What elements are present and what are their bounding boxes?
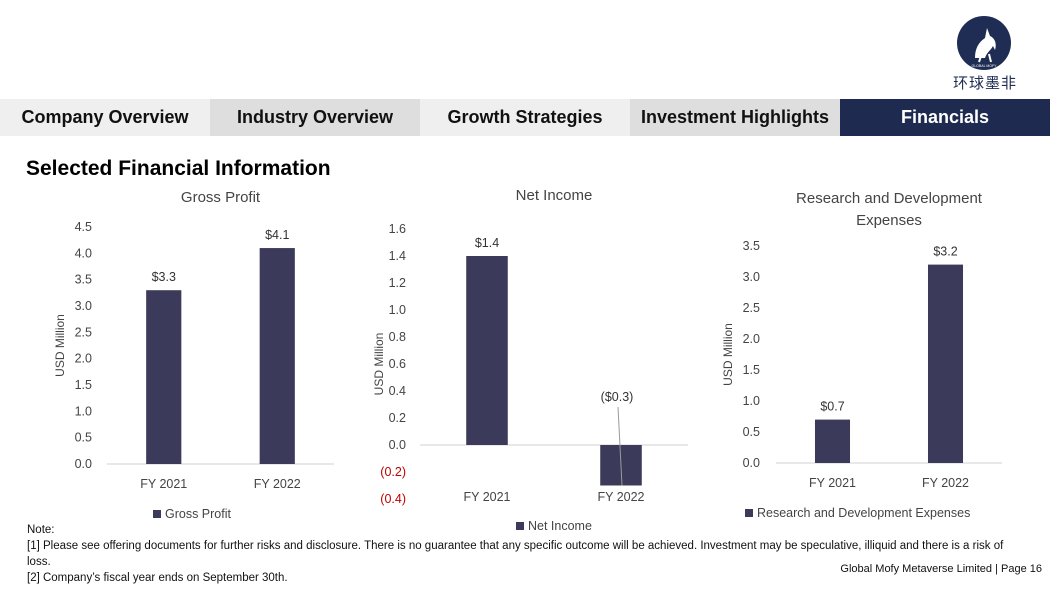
chart-1-data-label: $4.1 (265, 228, 289, 242)
chart-3-ytick-label: 3.5 (743, 239, 760, 253)
chart-3-bar (927, 264, 964, 463)
chart-3-xtick-label: FY 2021 (809, 476, 856, 490)
chart-2-ytick-label: 0.6 (389, 357, 406, 371)
chart-1-ytick-label: 3.5 (75, 273, 92, 287)
chart-2-legend-swatch (516, 522, 524, 530)
chart-3-ylabel: USD Million (721, 323, 735, 386)
chart-2-ylabel: USD Million (372, 333, 386, 396)
chart-2-leader-line (617, 406, 623, 486)
chart-1-bar (146, 290, 182, 464)
chart-1-title: Gross Profit (181, 189, 261, 206)
chart-1-xtick-label: FY 2021 (140, 477, 187, 491)
chart-2-ytick-label: 1.0 (389, 303, 406, 317)
chart-1-ytick-label: 1.0 (75, 404, 92, 418)
chart-3-title: Expenses (856, 212, 922, 229)
chart-2-data-label: ($0.3) (601, 390, 634, 404)
chart-1-ylabel: USD Million (53, 314, 67, 377)
chart-1-ytick-label: 4.5 (75, 220, 92, 234)
section-nav: Company Overview Industry Overview Growt… (0, 99, 1050, 136)
chart-3-ytick-label: 3.0 (743, 270, 760, 284)
chart-2-ytick-label: 0.8 (389, 330, 406, 344)
chart-3-ytick-label: 1.0 (743, 394, 760, 408)
unicorn-logo-icon: GLOBAL MOFY (957, 16, 1011, 70)
chart-2-xtick-label: FY 2021 (463, 490, 510, 504)
chart-2-data-label: $1.4 (475, 236, 499, 250)
chart-1-legend-swatch (153, 510, 161, 518)
tab-growth-strategies[interactable]: Growth Strategies (420, 99, 630, 136)
chart-3-title: Research and Development (796, 190, 983, 207)
note-heading: Note: (27, 524, 55, 536)
chart-1-ytick-label: 0.0 (75, 457, 92, 471)
chart-2-ytick-label: 0.4 (389, 384, 406, 398)
chart-1-legend-label: Gross Profit (165, 507, 232, 521)
chart-3-bar (814, 419, 851, 463)
chart-2-xtick-label: FY 2022 (597, 490, 644, 504)
chart-3-ytick-label: 2.0 (743, 332, 760, 346)
chart-1-ytick-label: 3.0 (75, 299, 92, 313)
page-title: Selected Financial Information (26, 157, 331, 180)
chart-2-ytick-label: 1.2 (389, 276, 406, 290)
chart-2-title: Net Income (516, 187, 593, 204)
chart-2-ytick-label: 1.4 (389, 249, 406, 263)
chart-1-data-label: $3.3 (152, 270, 176, 284)
footnotes: Note: [1] Please see offering documents … (27, 522, 1017, 586)
chart-2-bar (466, 256, 508, 445)
chart-3-legend-swatch (745, 509, 753, 517)
tab-investment-highlights[interactable]: Investment Highlights (630, 99, 840, 136)
chart-2-ytick-label: 0.0 (389, 438, 406, 452)
note-line-2: [2] Company’s fiscal year ends on Septem… (27, 572, 288, 584)
chart-1-ytick-label: 2.5 (75, 325, 92, 339)
chart-3-xtick-label: FY 2022 (922, 476, 969, 490)
logo-chinese-text: 环球墨非 (952, 74, 1017, 92)
chart-2-ytick-label: 0.2 (389, 411, 406, 425)
svg-text:GLOBAL MOFY: GLOBAL MOFY (972, 64, 998, 68)
chart-2-ytick-label: (0.2) (380, 465, 406, 479)
chart-1-xtick-label: FY 2022 (254, 477, 301, 491)
chart-3-ytick-label: 0.0 (743, 456, 760, 470)
chart-1-ytick-label: 0.5 (75, 431, 92, 445)
tab-industry-overview[interactable]: Industry Overview (210, 99, 420, 136)
chart-1-bar (259, 248, 295, 464)
chart-3-legend-label: Research and Development Expenses (757, 506, 970, 520)
chart-3-data-label: $0.7 (820, 400, 844, 414)
chart-2-ytick-label: 1.6 (389, 222, 406, 236)
chart-3-ytick-label: 1.5 (743, 363, 760, 377)
chart-1-ytick-label: 1.5 (75, 378, 92, 392)
chart-3-data-label: $3.2 (933, 245, 957, 259)
tab-financials[interactable]: Financials (840, 99, 1050, 136)
chart-1-ytick-label: 2.0 (75, 352, 92, 366)
chart-2-ytick-label: (0.4) (380, 492, 406, 506)
page-footer: Global Mofy Metaverse Limited | Page 16 (840, 563, 1042, 575)
note-line-1: [1] Please see offering documents for fu… (27, 540, 1004, 568)
chart-3-ytick-label: 2.5 (743, 301, 760, 315)
tab-company-overview[interactable]: Company Overview (0, 99, 210, 136)
chart-3-ytick-label: 0.5 (743, 425, 760, 439)
chart-2-legend-label: Net Income (528, 519, 592, 533)
chart-1-ytick-label: 4.0 (75, 246, 92, 260)
